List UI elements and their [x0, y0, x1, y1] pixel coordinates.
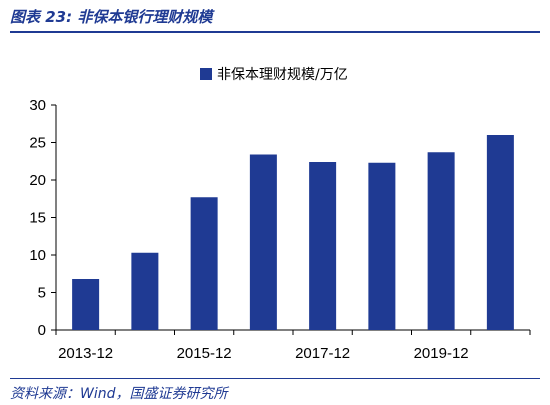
bar — [486, 135, 514, 330]
y-tick-label: 25 — [29, 135, 46, 152]
bar — [190, 197, 218, 330]
x-tick-label: 2013-12 — [58, 345, 113, 362]
figure-header: 图表 23: 非保本银行理财规模 — [10, 6, 540, 30]
figure-title: 图表 23: 非保本银行理财规模 — [10, 8, 213, 26]
source-note: 资料来源：Wind，国盛证券研究所 — [10, 386, 228, 402]
bar — [249, 154, 277, 330]
bar — [427, 152, 455, 330]
x-tick-label: 2015-12 — [177, 345, 232, 362]
legend-swatch — [200, 68, 212, 80]
bar — [72, 279, 100, 330]
y-tick-label: 5 — [38, 285, 46, 302]
y-tick-label: 20 — [29, 172, 46, 189]
legend-label: 非保本理财规模/万亿 — [217, 67, 348, 83]
y-tick-label: 30 — [29, 97, 46, 114]
y-tick-label: 10 — [29, 247, 46, 264]
y-tick-label: 15 — [29, 210, 46, 227]
header-divider — [10, 31, 540, 33]
x-tick-label: 2019-12 — [414, 345, 469, 362]
bar — [368, 162, 396, 330]
bar — [131, 252, 159, 330]
footer-divider — [10, 378, 540, 379]
bar — [309, 162, 337, 330]
x-tick-label: 2017-12 — [295, 345, 350, 362]
y-tick-label: 0 — [38, 322, 46, 339]
